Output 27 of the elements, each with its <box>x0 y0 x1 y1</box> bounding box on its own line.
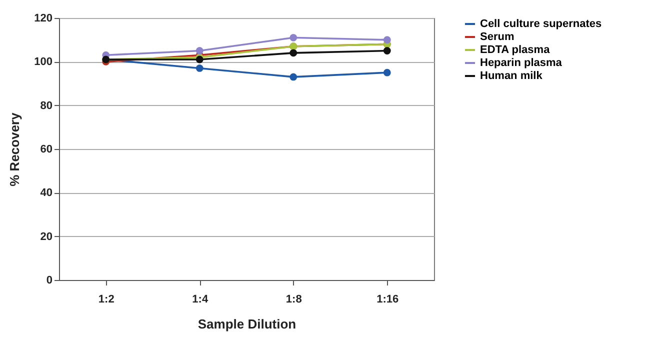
point <box>383 47 391 54</box>
point <box>290 73 298 81</box>
y-tick-label: 60 <box>40 144 52 156</box>
y-tick-label: 0 <box>46 274 52 286</box>
point <box>383 68 391 76</box>
point <box>196 47 204 54</box>
legend-label: Human milk <box>480 70 544 82</box>
legend-label: Cell culture supernates <box>480 18 602 30</box>
x-tick-label: 1:2 <box>98 294 114 306</box>
y-axis-title: % Recovery <box>7 112 22 186</box>
point <box>196 56 204 64</box>
legend-label: EDTA plasma <box>480 44 551 56</box>
legend-label: Serum <box>480 31 514 43</box>
y-tick-label: 100 <box>34 56 52 68</box>
point <box>290 49 298 57</box>
x-tick-label: 1:8 <box>286 294 302 306</box>
legend-label: Heparin plasma <box>480 57 563 69</box>
x-axis-title: Sample Dilution <box>198 316 296 332</box>
y-tick-label: 80 <box>40 100 52 112</box>
x-tick-label: 1:16 <box>376 294 399 306</box>
point <box>383 36 391 44</box>
y-tick-label: 120 <box>34 12 52 24</box>
y-tick-label: 20 <box>40 230 52 243</box>
y-tick-label: 40 <box>40 187 52 200</box>
point <box>196 64 204 72</box>
x-tick-label: 1:4 <box>192 294 209 306</box>
point <box>290 34 298 42</box>
